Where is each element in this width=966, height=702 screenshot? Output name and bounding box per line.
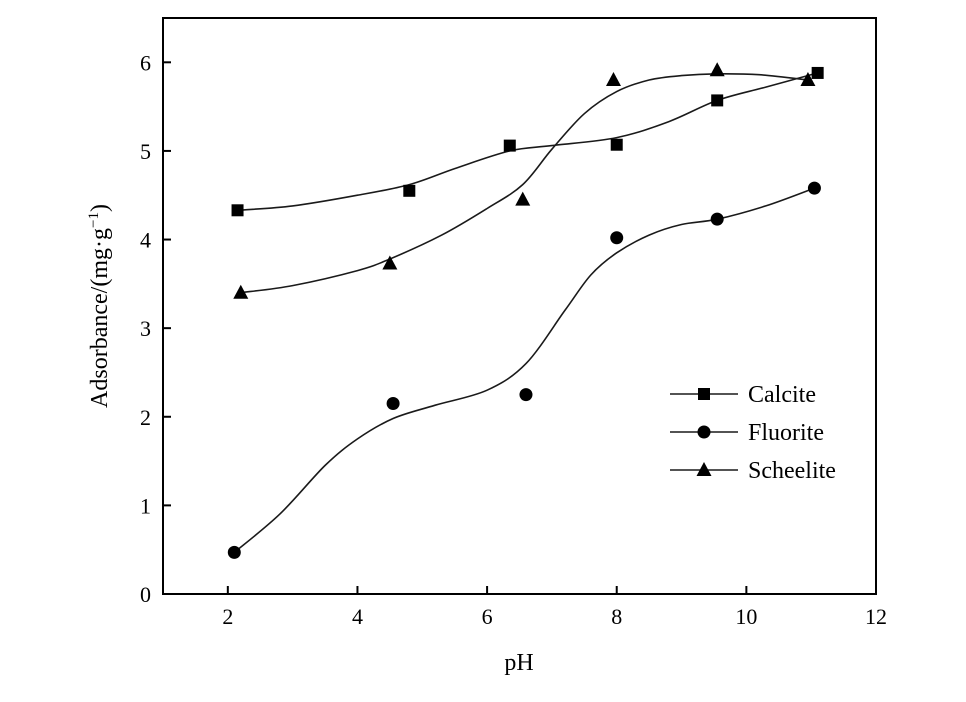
plot-area xyxy=(162,17,877,595)
y-tick-label-5: 5 xyxy=(140,139,151,164)
point-calcite-1 xyxy=(403,184,416,197)
legend-marker-calcite xyxy=(698,388,710,400)
x-tick-label-5: 12 xyxy=(865,604,887,629)
legend-marker-fluorite xyxy=(697,425,711,439)
x-tick-label-0: 2 xyxy=(222,604,233,629)
y-tick-label-6: 6 xyxy=(140,50,151,75)
point-calcite-4 xyxy=(711,94,724,107)
x-tick-label-4: 10 xyxy=(735,604,757,629)
legend-marker-scheelite xyxy=(696,462,712,476)
point-fluorite-0 xyxy=(227,545,241,559)
plot-frame xyxy=(162,17,877,595)
legend-label-calcite: Calcite xyxy=(748,382,816,408)
y-axis-title-main: Adsorbance/(mg·g xyxy=(87,228,113,408)
x-tick-label-3: 8 xyxy=(611,604,622,629)
point-calcite-3 xyxy=(610,138,623,151)
point-fluorite-2 xyxy=(519,388,533,402)
legend-label-scheelite: Scheelite xyxy=(748,458,836,484)
point-scheelite-1 xyxy=(382,255,398,270)
curve-calcite xyxy=(237,72,818,212)
point-scheelite-4 xyxy=(709,62,725,77)
y-tick-label-2: 2 xyxy=(140,405,151,430)
legend: Calcite Fluorite Scheelite xyxy=(670,382,836,484)
y-axis-title-sup: −1 xyxy=(86,212,102,228)
curve-scheelite xyxy=(240,72,808,294)
point-scheelite-0 xyxy=(233,284,249,299)
legend-label-fluorite: Fluorite xyxy=(748,420,824,446)
point-fluorite-5 xyxy=(807,181,821,195)
point-fluorite-4 xyxy=(710,212,724,226)
point-scheelite-5 xyxy=(800,72,816,87)
y-tick-label-0: 0 xyxy=(140,582,151,607)
x-tick-label-1: 4 xyxy=(352,604,363,629)
point-scheelite-2 xyxy=(515,191,531,206)
y-axis-title-close: ) xyxy=(87,204,113,212)
x-tick-label-2: 6 xyxy=(482,604,493,629)
point-calcite-0 xyxy=(231,204,244,217)
y-tick-label-1: 1 xyxy=(140,493,151,518)
data-markers xyxy=(227,62,824,559)
curve-fluorite xyxy=(233,187,815,554)
x-axis-title: pH xyxy=(504,650,533,676)
point-fluorite-3 xyxy=(610,231,624,245)
point-fluorite-1 xyxy=(386,396,400,410)
point-calcite-5 xyxy=(811,66,824,79)
point-scheelite-3 xyxy=(605,72,621,87)
y-tick-label-4: 4 xyxy=(140,228,151,253)
y-axis-title: Adsorbance/(mg·g−1) xyxy=(86,204,113,408)
y-tick-label-3: 3 xyxy=(140,316,151,341)
point-calcite-2 xyxy=(503,139,516,152)
fit-curves xyxy=(233,72,818,554)
